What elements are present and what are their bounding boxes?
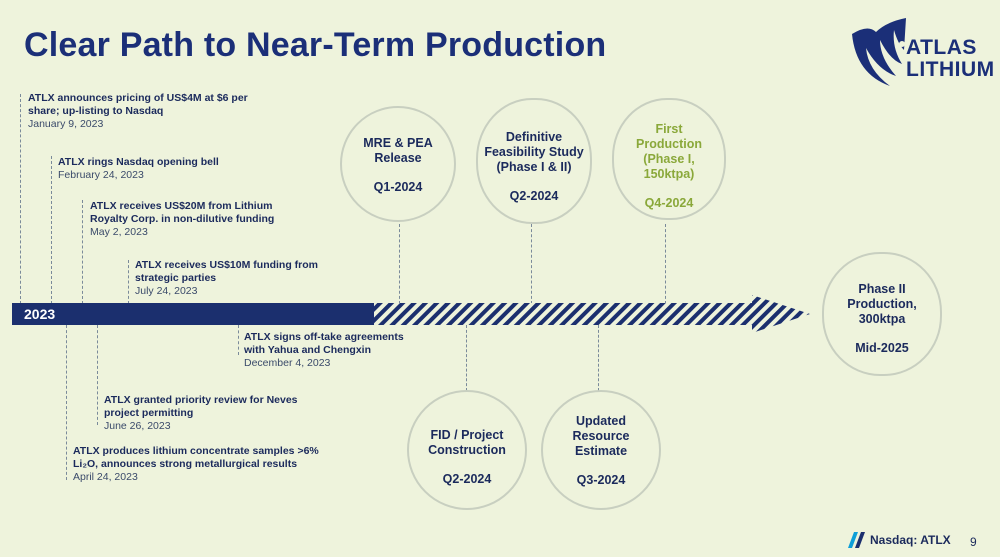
timeline-bar [12,303,374,325]
connector-line [598,325,599,391]
connector-line [238,325,239,355]
timeline-event: ATLX rings Nasdaq opening bell February 2… [58,156,219,181]
milestone-circle: Updated Resource Estimate Q3-2024 [541,390,661,510]
timeline-event: ATLX signs off-take agreements with Yahu… [244,331,404,369]
milestone-circle: Definitive Feasibility Study (Phase I & … [476,98,592,224]
connector-line [51,156,52,304]
milestone-circle-final: Phase II Production, 300ktpa Mid-2025 [822,252,942,376]
atlas-lithium-logo [852,18,906,86]
connector-line [466,325,467,391]
logo-text-atlas: ATLAS [906,36,977,59]
footer-exchange: Nasdaq: ATLX [870,533,951,547]
milestone-circle-highlight: First Production (Phase I, 150ktpa) Q4-20… [612,98,726,220]
page-title: Clear Path to Near-Term Production [24,26,607,64]
connector-line [82,200,83,304]
connector-line [97,325,98,425]
timeline-event: ATLX produces lithium concentrate sample… [73,445,319,483]
connector-line [665,224,666,304]
timeline-arrow [374,295,810,333]
connector-line [531,224,532,304]
nasdaq-icon [848,532,865,548]
connector-line [128,260,129,304]
logo-text-lithium: LITHIUM [906,58,995,81]
timeline-event: ATLX receives US$10M funding from strate… [135,259,319,297]
connector-line [20,94,21,304]
connector-line [66,325,67,480]
milestone-circle: FID / Project Construction Q2-2024 [407,390,527,510]
connector-line [399,224,400,304]
milestone-circle: MRE & PEA Release Q1-2024 [340,106,456,222]
timeline-event: ATLX announces pricing of US$4M at $6 pe… [28,92,248,130]
timeline-event: ATLX granted priority review for Neves p… [104,394,298,432]
timeline-event: ATLX receives US$20M from Lithium Royalt… [90,200,275,238]
page-number: 9 [970,535,977,549]
timeline-year: 2023 [24,306,56,322]
